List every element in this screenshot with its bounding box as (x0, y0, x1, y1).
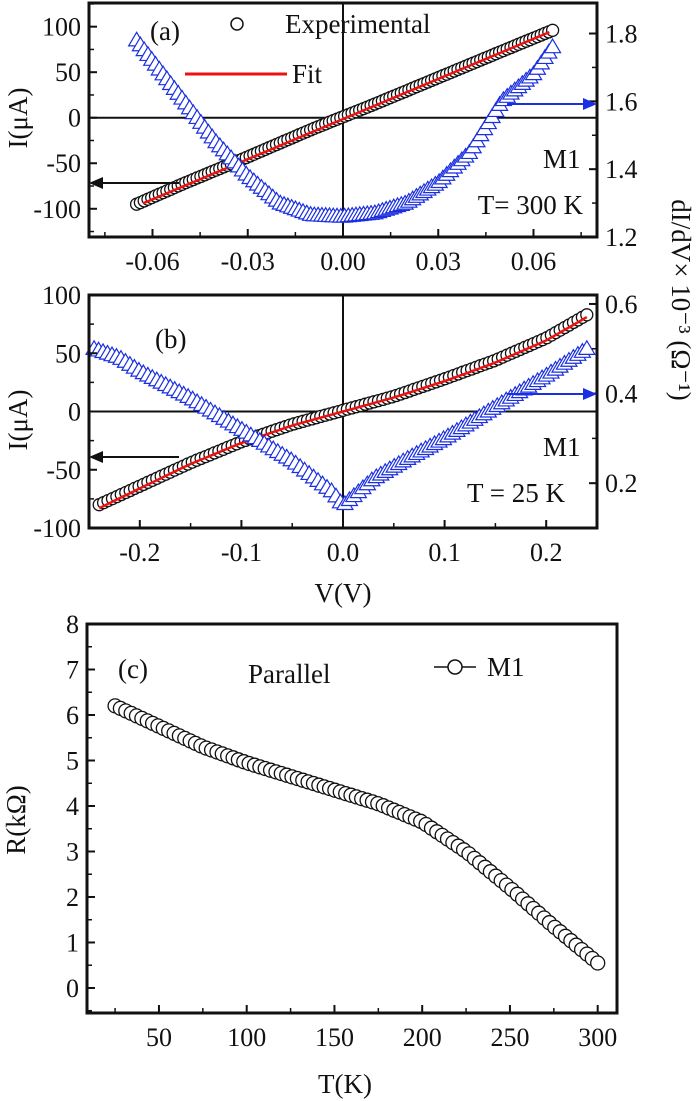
y-right-tick-label: 0.2 (605, 469, 638, 498)
y-right-tick-label: 1.2 (605, 223, 638, 252)
right-ylabel: dI/dV× 10⁻³ (Ω⁻¹) (666, 199, 696, 400)
x-tick-label: 200 (403, 1023, 442, 1052)
y-right-tick-label: 1.4 (605, 155, 638, 184)
x-tick-label: -0.2 (119, 538, 160, 567)
legend-m1-marker (447, 659, 463, 675)
right-axis-arrowhead (583, 98, 597, 110)
panel-b-label: (b) (155, 324, 186, 354)
x-tick-label: -0.06 (125, 247, 179, 276)
y-tick-label: 6 (66, 701, 79, 730)
x-tick-label: 0.06 (511, 247, 557, 276)
left-axis-arrowhead (89, 177, 103, 189)
y-tick-label: -50 (46, 456, 81, 485)
y-tick-label: 7 (66, 655, 79, 684)
panel-c: 50 100 150 200 250 300 8 7 6 5 4 3 2 1 0 (66, 610, 619, 1052)
x-tick-label: 50 (146, 1023, 172, 1052)
right-axis-arrowhead (583, 388, 597, 400)
x-tick-label: 300 (578, 1023, 617, 1052)
data-point (543, 37, 562, 54)
y-tick-label: 4 (66, 792, 79, 821)
x-tick-label: 150 (315, 1023, 354, 1052)
legend-experimental-marker (230, 17, 244, 31)
x-tick-label: 0.2 (530, 538, 563, 567)
y-right-tick-label: 1.8 (605, 20, 638, 49)
y-tick-label: -100 (33, 195, 81, 224)
panel-c-label: (c) (118, 654, 148, 684)
y-tick-label: 5 (66, 746, 79, 775)
y-right-tick-label: 0.4 (605, 380, 638, 409)
panel-b-ylabel: I(μA) (3, 390, 33, 451)
panel-c-annotation: Parallel (248, 659, 330, 689)
panel-b: -0.2 -0.1 0.0 0.1 0.2 100 50 0 -50 -100 0.6 0.4 0.2 (33, 281, 637, 567)
panel-b-temperature: T = 25 K (467, 478, 565, 508)
panel-c-ylabel: R(kΩ) (1, 785, 31, 855)
y-tick-label: -100 (33, 514, 81, 543)
panel-b-sample: M1 (543, 432, 581, 462)
y-tick-label: 100 (42, 281, 81, 310)
y-tick-label: 8 (66, 610, 79, 639)
data-point (590, 955, 606, 971)
x-tick-label: 0.0 (327, 538, 360, 567)
series-di-dv (127, 31, 562, 223)
series-fit (98, 316, 588, 510)
fit-line (142, 30, 550, 205)
x-tick-label: -0.03 (221, 247, 275, 276)
panel-c-legend-m1: M1 (487, 652, 525, 682)
x-tick-label: 250 (490, 1023, 529, 1052)
series-fit (142, 30, 550, 205)
x-tick-label: 0.03 (416, 247, 462, 276)
panel-a-temperature: T= 300 K (478, 190, 584, 220)
y-tick-label: 50 (55, 58, 81, 87)
data-point (577, 339, 596, 355)
panel-a-legend-fit: Fit (292, 59, 323, 89)
left-axis-arrowhead (89, 451, 103, 463)
y-right-tick-label: 0.6 (605, 290, 638, 319)
x-tick-label: 0.1 (428, 538, 461, 567)
panel-c-xlabel: T(K) (318, 1069, 372, 1099)
panel-a-sample: M1 (543, 144, 581, 174)
panel-b-xlabel: V(V) (315, 578, 372, 608)
y-tick-label: 100 (42, 13, 81, 42)
fit-line (98, 316, 588, 510)
panel-a-label: (a) (150, 16, 180, 46)
y-tick-label: 3 (66, 837, 79, 866)
y-tick-label: 50 (55, 339, 81, 368)
panel-a-ylabel: I(μA) (3, 88, 33, 149)
panel-a-legend-experimental: Experimental (285, 9, 430, 39)
data-point (545, 23, 560, 37)
y-tick-label: 1 (66, 928, 79, 957)
y-tick-label: 2 (66, 883, 79, 912)
x-tick-label: -0.1 (221, 538, 262, 567)
series-di-dv (85, 339, 596, 511)
panel-a: -0.06 -0.03 0.00 0.03 0.06 100 50 0 -50 -100 1.8 1.… (33, 1, 638, 276)
y-tick-label: 0 (68, 398, 81, 427)
series-m1 (107, 698, 606, 971)
y-tick-label: -50 (46, 149, 81, 178)
y-tick-label: 0 (66, 974, 79, 1003)
y-right-tick-label: 1.6 (605, 87, 638, 116)
x-tick-label: 100 (227, 1023, 266, 1052)
x-tick-label: 0.00 (320, 247, 366, 276)
y-tick-label: 0 (68, 104, 81, 133)
plot-frame (85, 622, 619, 1015)
